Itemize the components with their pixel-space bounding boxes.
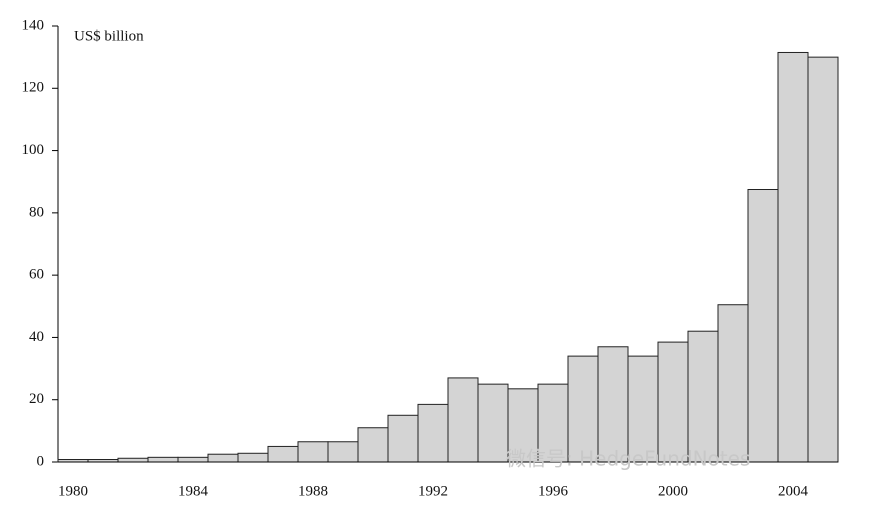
y-tick-label: 140 (22, 17, 45, 33)
bar (267, 445, 299, 463)
bar (147, 456, 179, 463)
bar (747, 189, 779, 463)
x-tick-label: 2004 (778, 483, 809, 499)
watermark: 微信号: HedgeFundNotes (506, 447, 750, 471)
y-tick-label: 20 (29, 391, 44, 407)
bar (327, 441, 359, 463)
y-tick-label: 120 (22, 80, 45, 96)
x-tick-label: 1996 (538, 483, 569, 499)
y-tick-label: 40 (29, 329, 44, 345)
bar (447, 377, 479, 463)
y-tick-label: 100 (22, 142, 45, 158)
bar (417, 403, 449, 463)
y-axis-label: US$ billion (74, 28, 144, 44)
bar (717, 304, 749, 463)
bar (387, 414, 419, 463)
bar (117, 457, 149, 463)
bar (477, 383, 509, 463)
bar (687, 330, 719, 463)
bar (357, 427, 389, 463)
x-tick-label: 1988 (298, 483, 328, 499)
bar (777, 51, 809, 463)
x-tick-label: 1984 (178, 483, 209, 499)
bar (207, 453, 239, 463)
y-tick-label: 60 (29, 267, 44, 283)
bar (597, 346, 629, 463)
bar (177, 456, 209, 463)
bar (237, 452, 269, 463)
x-tick-label: 2000 (658, 483, 688, 499)
y-tick-label: 0 (37, 453, 45, 469)
bar (657, 341, 689, 463)
y-tick-label: 80 (29, 204, 44, 220)
bar (297, 441, 329, 463)
x-tick-label: 1992 (418, 483, 448, 499)
x-tick-label: 1980 (58, 483, 88, 499)
bar (807, 56, 839, 463)
